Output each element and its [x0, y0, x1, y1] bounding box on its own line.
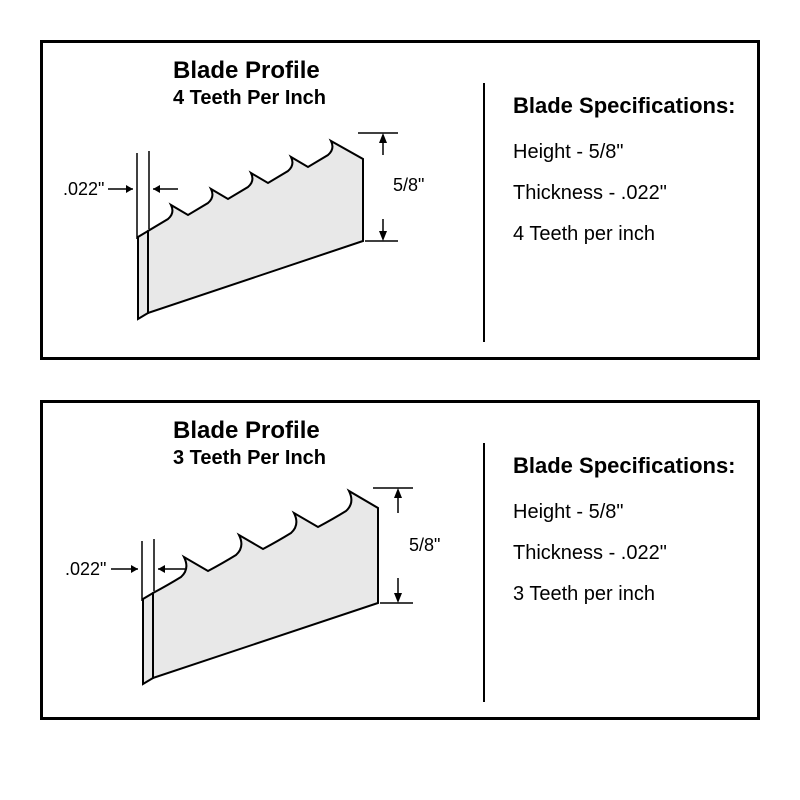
divider: [483, 443, 485, 702]
panel-3tpi: Blade Profile 3 Teeth Per Inch .022" 5/8…: [40, 400, 760, 720]
blade-thickness-face: [143, 593, 153, 684]
diagram-subtitle: 4 Teeth Per Inch: [173, 87, 326, 110]
blade-diagram-4tpi: .022" 5/8": [53, 113, 473, 353]
blade-shape: [153, 491, 378, 678]
spec-title: Blade Specifications:: [513, 93, 739, 119]
spec-area-4tpi: Blade Specifications: Height - 5/8" Thic…: [483, 43, 757, 357]
spec-tpi: 4 Teeth per inch: [513, 223, 739, 246]
diagram-title: Blade Profile: [173, 57, 320, 85]
spec-area-3tpi: Blade Specifications: Height - 5/8" Thic…: [483, 403, 757, 717]
spec-thickness: Thickness - .022": [513, 542, 739, 565]
diagram-area-3tpi: Blade Profile 3 Teeth Per Inch .022" 5/8…: [43, 403, 483, 717]
spec-thickness: Thickness - .022": [513, 182, 739, 205]
thickness-label: .022": [65, 559, 106, 579]
spec-title: Blade Specifications:: [513, 453, 739, 479]
diagram-area-4tpi: Blade Profile 4 Teeth Per Inch .022" 5/: [43, 43, 483, 357]
blade-shape: [148, 141, 363, 313]
divider: [483, 83, 485, 342]
thickness-label: .022": [63, 179, 104, 199]
spec-tpi: 3 Teeth per inch: [513, 583, 739, 606]
diagram-title: Blade Profile: [173, 417, 320, 445]
spec-height: Height - 5/8": [513, 501, 739, 524]
panel-4tpi: Blade Profile 4 Teeth Per Inch .022" 5/: [40, 40, 760, 360]
diagram-subtitle: 3 Teeth Per Inch: [173, 447, 326, 470]
height-label: 5/8": [409, 535, 440, 555]
blade-diagram-3tpi: .022" 5/8": [53, 473, 473, 713]
blade-thickness-face: [138, 231, 148, 319]
height-label: 5/8": [393, 175, 424, 195]
spec-height: Height - 5/8": [513, 141, 739, 164]
